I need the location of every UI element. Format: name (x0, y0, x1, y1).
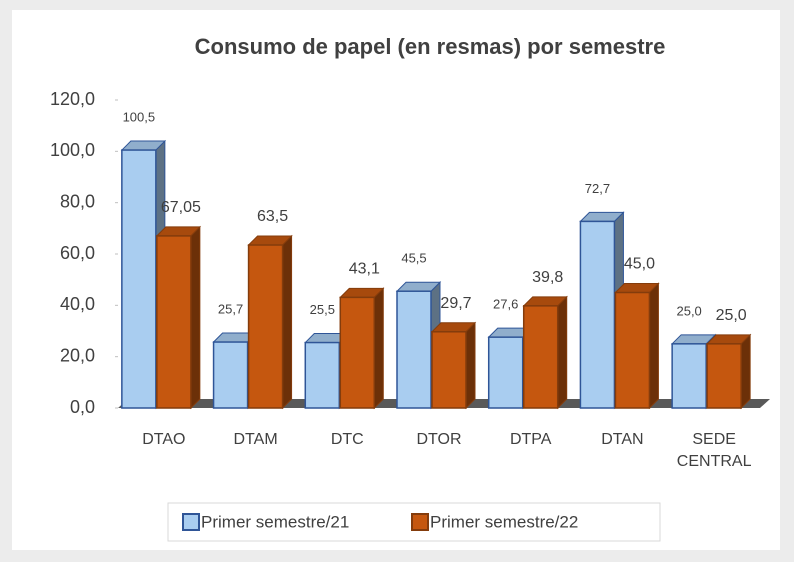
bar (579, 211, 625, 410)
x-tick-label: DTAM (234, 431, 278, 448)
bar-front (431, 331, 467, 409)
bar-front (247, 244, 284, 409)
bar-side (190, 225, 201, 410)
bar-side (465, 321, 476, 410)
bar-side (740, 333, 751, 410)
chart-title: Consumo de papel (en resmas) por semestr… (195, 34, 666, 59)
bar-front (487, 336, 524, 409)
bar-front (121, 149, 157, 409)
bar-front (706, 343, 742, 409)
x-tick-label: SEDE CENTRAL (677, 431, 752, 470)
bar-front (396, 290, 432, 409)
legend-swatch (411, 513, 429, 531)
data-label: 72,7 (585, 181, 610, 196)
data-label: 45,0 (624, 256, 655, 273)
data-label: 27,6 (493, 297, 518, 312)
data-label: 25,0 (716, 307, 747, 324)
bar-front (614, 291, 651, 409)
x-tick-label: DTAO (142, 431, 185, 448)
legend-label: Primer semestre/21 (201, 512, 349, 531)
data-label: 63,5 (257, 208, 288, 225)
bar (395, 281, 442, 410)
legend-label: Primer semestre/22 (430, 512, 578, 531)
bar-side (373, 287, 384, 410)
bar-front (156, 235, 192, 409)
bar-front (212, 341, 249, 409)
y-tick-label: 60,0 (60, 243, 95, 263)
bar (614, 282, 660, 410)
legend-swatch (182, 513, 200, 531)
data-label: 25,5 (310, 302, 335, 317)
bar (247, 234, 293, 410)
bar-side (648, 282, 659, 410)
bar (155, 225, 202, 410)
bar-side (282, 234, 293, 410)
x-tick-label: DTPA (510, 431, 552, 448)
data-label: 43,1 (349, 261, 380, 278)
data-label: 25,0 (676, 303, 701, 318)
data-label: 45,5 (401, 251, 426, 266)
data-label: 100,5 (123, 109, 156, 124)
y-tick-label: 40,0 (60, 294, 95, 314)
bar-front (304, 341, 341, 409)
x-tick-label: DTC (331, 431, 364, 448)
y-tick-label: 100,0 (50, 140, 95, 160)
y-tick-label: 20,0 (60, 345, 95, 365)
bar-front (522, 305, 559, 409)
bar (339, 287, 385, 410)
bar (522, 295, 568, 410)
data-label: 67,05 (161, 199, 201, 216)
bar (430, 321, 477, 410)
data-label: 25,7 (218, 301, 243, 316)
bar-front (579, 220, 616, 409)
bar-front (339, 296, 376, 409)
y-tick-label: 80,0 (60, 191, 95, 211)
bar-front (671, 343, 707, 409)
data-label: 29,7 (440, 295, 471, 312)
bar (705, 333, 752, 410)
y-tick-label: 120,0 (50, 89, 95, 109)
data-label: 39,8 (532, 269, 563, 286)
y-tick-label: 0,0 (70, 397, 95, 417)
x-tick-label: DTAN (601, 431, 643, 448)
bar-side (557, 295, 568, 410)
x-tick-label: DTOR (416, 431, 461, 448)
